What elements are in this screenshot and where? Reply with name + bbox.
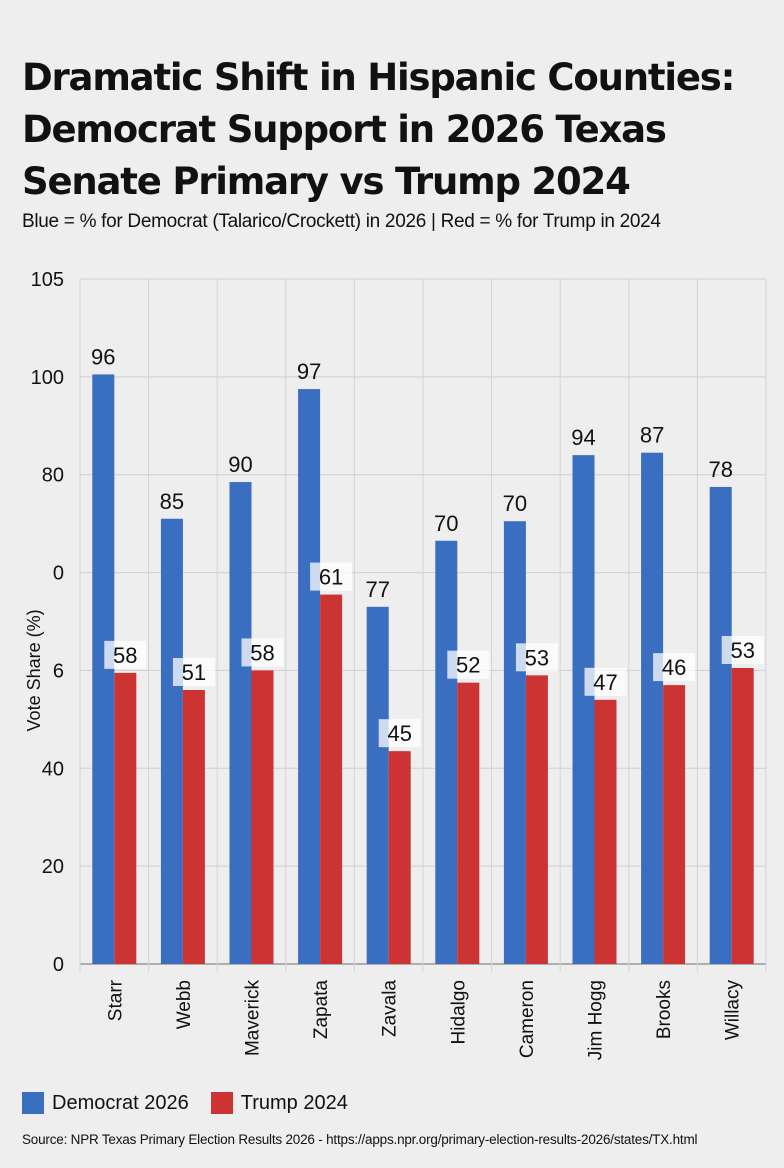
trump-label-bg xyxy=(172,658,215,686)
y-axis-label: Vote Share (%) xyxy=(24,609,44,731)
trump-bar xyxy=(663,685,686,964)
trump-bar xyxy=(320,594,343,964)
democrat-bar xyxy=(92,374,115,964)
x-tick-label: Hidalgo xyxy=(448,980,469,1044)
democrat-value-label: 96 xyxy=(91,344,115,369)
trump-bar xyxy=(114,672,137,964)
trump-label-bg xyxy=(721,635,764,664)
democrat-value-label: 77 xyxy=(365,577,389,602)
x-tick-label: Webb xyxy=(174,980,195,1029)
trump-bar xyxy=(457,682,480,964)
democrat-value-label: 87 xyxy=(640,423,664,448)
chart-legend: Democrat 2026 Trump 2024 xyxy=(22,1088,370,1118)
trump-value-label: 58 xyxy=(250,640,274,665)
trump-value-label: 53 xyxy=(525,645,549,670)
democrat-bar xyxy=(641,452,664,964)
trump-bar xyxy=(525,675,548,964)
democrat-bar xyxy=(572,455,595,964)
x-tick-label: Jim Hogg xyxy=(586,980,607,1060)
trump-bar xyxy=(251,670,274,964)
trump-label-bg xyxy=(653,653,696,682)
trump-value-label: 45 xyxy=(387,721,411,746)
legend-swatch-democrat xyxy=(22,1092,44,1114)
trump-value-label: 46 xyxy=(662,655,686,680)
democrat-bar xyxy=(709,486,732,964)
trump-value-label: 58 xyxy=(113,643,137,668)
chart-title-line-2: Democrat Support in 2026 Texas xyxy=(22,108,667,151)
y-tick-label: 40 xyxy=(42,758,64,780)
x-tick-label: Zapata xyxy=(311,980,332,1040)
y-tick-label: 20 xyxy=(42,856,64,878)
trump-bar xyxy=(388,751,411,964)
y-tick-label: 105 xyxy=(31,269,64,291)
trump-label-bg xyxy=(447,650,490,679)
trump-label-bg xyxy=(378,719,421,748)
y-tick-label: 6 xyxy=(53,660,64,682)
democrat-value-label: 90 xyxy=(228,452,252,477)
chart-title: Dramatic Shift in Hispanic Counties: Dem… xyxy=(22,52,762,208)
democrat-bar xyxy=(503,521,526,964)
trump-label-bg xyxy=(104,640,147,669)
y-tick-label: 0 xyxy=(53,563,64,585)
legend-label-trump: Trump 2024 xyxy=(240,1091,348,1114)
x-tick-label: Maverick xyxy=(243,980,264,1057)
trump-label-bg xyxy=(584,667,627,696)
democrat-value-label: 70 xyxy=(503,491,527,516)
democrat-value-label: 70 xyxy=(434,511,458,536)
chart-subtitle: Blue = % for Democrat (Talarico/Crockett… xyxy=(22,211,661,232)
trump-value-label: 53 xyxy=(730,638,754,663)
democrat-value-label: 97 xyxy=(297,359,321,384)
trump-bar xyxy=(594,699,617,964)
trump-value-label: 51 xyxy=(182,660,206,685)
trump-value-label: 52 xyxy=(456,653,480,678)
democrat-value-label: 78 xyxy=(708,457,732,482)
trump-value-label: 61 xyxy=(319,565,343,590)
x-tick-label: Zavala xyxy=(380,980,401,1037)
democrat-bar xyxy=(366,606,389,964)
x-tick-label: Cameron xyxy=(517,980,538,1058)
trump-label-bg xyxy=(310,562,353,591)
x-tick-label: Starr xyxy=(105,979,126,1021)
trump-label-bg xyxy=(241,638,284,667)
legend-item-democrat: Democrat 2026 xyxy=(22,1092,189,1115)
democrat-bar xyxy=(160,518,183,964)
y-tick-label: 80 xyxy=(42,465,64,487)
legend-item-trump: Trump 2024 xyxy=(210,1091,348,1115)
democrat-bar xyxy=(298,389,321,964)
chart-title-line-3: Senate Primary vs Trump 2024 xyxy=(22,160,631,203)
y-tick-label: 100 xyxy=(31,367,64,389)
y-tick-label: 0 xyxy=(53,954,64,976)
chart-title-line-1: Dramatic Shift in Hispanic Counties: xyxy=(22,56,735,99)
democrat-value-label: 85 xyxy=(160,489,184,514)
trump-bar xyxy=(182,690,205,964)
trump-label-bg xyxy=(515,643,558,672)
x-tick-label: Willacy xyxy=(723,980,744,1041)
trump-value-label: 47 xyxy=(593,670,617,695)
democrat-bar xyxy=(229,482,252,964)
legend-swatch-trump xyxy=(210,1092,233,1114)
democrat-value-label: 94 xyxy=(571,425,595,450)
source-note: Source: NPR Texas Primary Election Resul… xyxy=(22,1132,698,1147)
x-tick-label: Brooks xyxy=(654,980,675,1039)
legend-label-democrat: Democrat 2026 xyxy=(52,1091,189,1114)
democrat-bar xyxy=(435,540,458,964)
trump-bar xyxy=(731,667,754,964)
